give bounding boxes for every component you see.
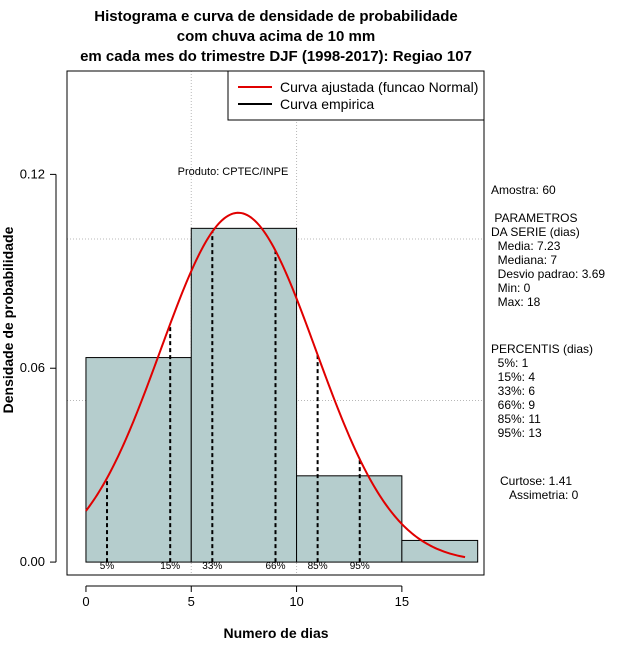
x-tick-label-1: 5 — [188, 594, 195, 609]
chart-title-line-2: com chuva acima de 10 mm — [177, 28, 375, 45]
legend-box — [227, 70, 485, 121]
chart-title-line-3: em cada mes do trimestre DJF (1998-2017)… — [80, 48, 472, 65]
curtose: Curtose: 1.41 — [500, 474, 572, 488]
fitted-normal-curve — [85, 211, 466, 559]
param-desvio: Desvio padrao: 3.69 — [491, 267, 605, 281]
percentile-label-3: 66% — [265, 561, 285, 572]
histogram-bars — [85, 227, 479, 563]
chart-title-line-1: Histograma e curva de densidade de proba… — [94, 8, 457, 25]
percentile-label-5: 95% — [350, 561, 370, 572]
legend: Curva ajustada (funcao Normal) Curva emp… — [227, 70, 485, 121]
percentile-label-4: 85% — [308, 561, 328, 572]
percentil-5: 5%: 1 — [491, 356, 529, 370]
histogram-bar-1 — [190, 227, 298, 563]
percentil-33: 33%: 6 — [491, 384, 535, 398]
params-title-2: DA SERIE (dias) — [491, 225, 580, 239]
x-tick-label-3: 15 — [395, 594, 409, 609]
percentis-title: PERCENTIS (dias) — [491, 342, 593, 356]
percentile-label-0: 5% — [100, 561, 115, 572]
percentil-95: 95%: 13 — [491, 426, 542, 440]
param-min: Min: 0 — [491, 281, 531, 295]
histogram-bar-3 — [401, 539, 479, 563]
x-tick-label-0: 0 — [82, 594, 89, 609]
percentile-label-2: 33% — [202, 561, 222, 572]
params-title-1: PARAMETROS — [491, 211, 577, 225]
y-axis-label: Densidade de probabilidade — [0, 226, 16, 413]
percentile-label-1: 15% — [160, 561, 180, 572]
percentil-85: 85%: 11 — [491, 412, 541, 426]
param-max: Max: 18 — [491, 295, 541, 309]
y-tick-label-1: 0.06 — [20, 360, 45, 375]
percentile-labels: 5% 15% 33% 66% 85% 95% — [100, 561, 370, 572]
product-annotation: Produto: CPTEC/INPE — [178, 166, 289, 178]
legend-label-fit: Curva ajustada (funcao Normal) — [280, 79, 478, 95]
param-mediana: Mediana: 7 — [491, 253, 557, 267]
stats-panel: Amostra: 60 PARAMETROS DA SERIE (dias) M… — [491, 183, 605, 502]
x-tick-label-2: 10 — [289, 594, 303, 609]
param-media: Media: 7.23 — [491, 239, 561, 253]
percentile-lines — [106, 231, 361, 563]
axes: 0 5 10 15 0.00 0.06 0.12 — [20, 166, 409, 609]
histogram-bar-2 — [296, 475, 403, 563]
x-axis-label: Numero de dias — [223, 625, 328, 641]
y-tick-label-2: 0.12 — [20, 166, 45, 181]
legend-label-empirical: Curva empirica — [280, 96, 374, 112]
percentil-66: 66%: 9 — [491, 398, 535, 412]
y-tick-label-0: 0.00 — [20, 554, 45, 569]
sample-size: Amostra: 60 — [491, 183, 556, 197]
histogram-bar-0 — [85, 357, 192, 563]
percentil-15: 15%: 4 — [491, 370, 535, 384]
assimetria: Assimetria: 0 — [509, 488, 579, 502]
